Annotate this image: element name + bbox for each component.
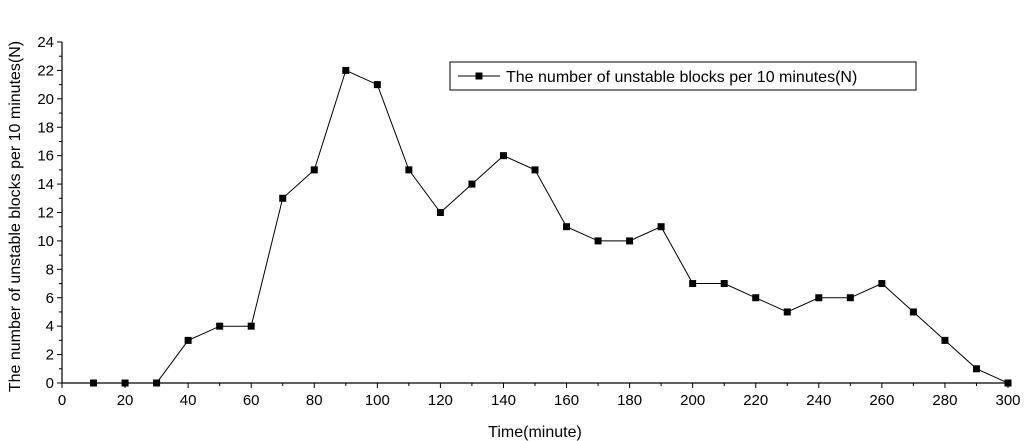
- data-point: [342, 66, 350, 74]
- data-point: [184, 336, 192, 344]
- data-point: [121, 379, 129, 387]
- y-tick-label: 12: [37, 205, 54, 222]
- data-point: [153, 379, 161, 387]
- x-tick-label: 80: [306, 392, 323, 409]
- x-tick-label: 180: [617, 392, 642, 409]
- data-point: [941, 336, 949, 344]
- data-point: [436, 209, 444, 216]
- x-tick-label: 280: [932, 392, 957, 409]
- x-tick-label: 200: [680, 392, 705, 409]
- x-axis-ticks: 0 20 40 60 80 100 120 140 160 180 200 220 240 260 280 3…: [58, 383, 1021, 409]
- x-tick-label: 20: [117, 392, 134, 409]
- data-point: [499, 152, 507, 160]
- data-point: [90, 379, 98, 387]
- y-tick-label: 20: [37, 91, 54, 108]
- series-layer: [90, 66, 1012, 387]
- data-point: [909, 308, 917, 316]
- x-tick-label: 260: [869, 392, 894, 409]
- y-axis-title: The number of unstable blocks per 10 min…: [7, 41, 24, 392]
- x-tick-label: 40: [180, 392, 197, 409]
- data-point: [783, 308, 791, 316]
- y-tick-label: 4: [46, 318, 54, 335]
- x-tick-label: 120: [428, 392, 453, 409]
- y-tick-label: 6: [46, 290, 54, 307]
- data-point: [720, 280, 728, 288]
- data-point: [279, 194, 287, 202]
- y-tick-label: 10: [37, 233, 54, 250]
- data-point: [531, 166, 539, 174]
- data-point: [972, 365, 980, 373]
- data-point: [689, 280, 697, 288]
- data-point: [1004, 379, 1012, 387]
- y-tick-label: 8: [46, 261, 54, 278]
- legend-box: [449, 61, 917, 91]
- data-point: [563, 223, 571, 231]
- legend-marker-square: [475, 72, 483, 80]
- data-point: [216, 322, 224, 330]
- y-tick-label: 22: [37, 62, 54, 79]
- y-tick-label: 2: [46, 347, 54, 364]
- y-tick-label: 24: [37, 34, 54, 51]
- y-tick-label: 14: [37, 176, 54, 193]
- data-point: [247, 322, 255, 330]
- x-axis-title: Time(minute): [488, 424, 582, 441]
- series-line: [93, 69, 1009, 384]
- data-point: [310, 166, 318, 174]
- legend: The number of unstable blocks per 10 min…: [449, 61, 917, 91]
- x-tick-label: 100: [365, 392, 390, 409]
- data-point: [405, 166, 413, 174]
- x-tick-label: 160: [554, 392, 579, 409]
- data-point: [468, 180, 476, 188]
- x-tick-label: 220: [743, 392, 768, 409]
- data-point: [657, 223, 665, 231]
- y-tick-label: 18: [37, 119, 54, 136]
- data-point: [373, 81, 381, 89]
- x-tick-label: 300: [995, 392, 1020, 409]
- legend-label: The number of unstable blocks per 10 min…: [506, 69, 857, 86]
- data-point: [846, 294, 854, 302]
- data-point: [626, 237, 634, 245]
- y-tick-label: 16: [37, 148, 54, 165]
- x-tick-label: 0: [58, 392, 66, 409]
- axes: [61, 42, 1008, 384]
- x-tick-label: 140: [491, 392, 516, 409]
- y-tick-label: 0: [46, 375, 54, 392]
- data-point: [752, 294, 760, 302]
- x-tick-label: 60: [243, 392, 260, 409]
- x-tick-label: 240: [806, 392, 831, 409]
- data-point: [878, 280, 886, 288]
- data-point: [815, 294, 823, 302]
- data-point: [594, 237, 602, 245]
